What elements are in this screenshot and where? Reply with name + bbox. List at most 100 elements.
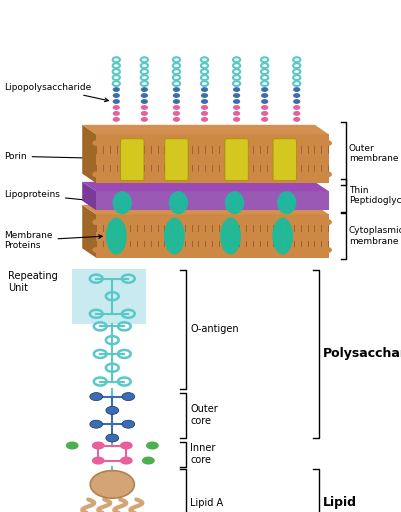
Polygon shape (82, 182, 329, 191)
Circle shape (134, 220, 140, 224)
Circle shape (120, 457, 133, 464)
Circle shape (229, 141, 236, 145)
Circle shape (142, 457, 155, 464)
Circle shape (243, 248, 249, 252)
Circle shape (106, 407, 119, 414)
Circle shape (107, 220, 113, 224)
FancyBboxPatch shape (165, 139, 188, 181)
Circle shape (261, 117, 268, 122)
Ellipse shape (277, 191, 296, 214)
Circle shape (293, 87, 300, 92)
Circle shape (173, 93, 180, 98)
Circle shape (243, 220, 249, 224)
Text: O-antigen: O-antigen (190, 325, 239, 334)
Circle shape (263, 220, 270, 224)
Circle shape (202, 248, 209, 252)
Circle shape (161, 220, 168, 224)
Circle shape (141, 117, 148, 122)
Circle shape (173, 87, 180, 92)
Circle shape (113, 248, 120, 252)
Circle shape (195, 248, 202, 252)
Circle shape (113, 87, 120, 92)
Circle shape (201, 111, 208, 116)
Circle shape (148, 248, 154, 252)
Circle shape (229, 248, 236, 252)
Circle shape (216, 220, 222, 224)
Circle shape (291, 172, 297, 177)
Circle shape (188, 248, 195, 252)
Circle shape (318, 172, 324, 177)
Circle shape (188, 220, 195, 224)
Ellipse shape (106, 218, 127, 254)
Circle shape (236, 141, 243, 145)
Polygon shape (82, 125, 96, 183)
Circle shape (188, 141, 195, 145)
Circle shape (250, 248, 256, 252)
FancyBboxPatch shape (273, 139, 296, 181)
Circle shape (195, 220, 202, 224)
Circle shape (161, 141, 168, 145)
Circle shape (291, 220, 297, 224)
Circle shape (106, 434, 119, 442)
Circle shape (66, 441, 79, 450)
Circle shape (161, 172, 168, 177)
Bar (96, 134, 329, 183)
Circle shape (201, 117, 208, 122)
Circle shape (182, 172, 188, 177)
Ellipse shape (169, 191, 188, 214)
Circle shape (298, 220, 304, 224)
Circle shape (304, 248, 311, 252)
Circle shape (154, 141, 161, 145)
Circle shape (298, 172, 304, 177)
Circle shape (113, 141, 120, 145)
Circle shape (293, 93, 300, 98)
Circle shape (182, 141, 188, 145)
Circle shape (311, 220, 318, 224)
Circle shape (146, 441, 159, 450)
Circle shape (148, 172, 154, 177)
Circle shape (298, 248, 304, 252)
Circle shape (90, 393, 103, 400)
Ellipse shape (113, 191, 132, 214)
Circle shape (293, 117, 300, 122)
Circle shape (261, 111, 268, 116)
Polygon shape (82, 205, 96, 258)
Polygon shape (82, 182, 96, 210)
Circle shape (175, 248, 181, 252)
Circle shape (223, 220, 229, 224)
Circle shape (173, 111, 180, 116)
Text: Repeating
Unit: Repeating Unit (8, 271, 58, 293)
Circle shape (284, 172, 290, 177)
Circle shape (318, 220, 324, 224)
Circle shape (141, 172, 147, 177)
Circle shape (223, 141, 229, 145)
Circle shape (216, 248, 222, 252)
Circle shape (325, 172, 331, 177)
Circle shape (122, 393, 135, 400)
Circle shape (291, 248, 297, 252)
Circle shape (173, 99, 180, 104)
Ellipse shape (220, 218, 241, 254)
Circle shape (93, 172, 99, 177)
Circle shape (257, 220, 263, 224)
Circle shape (223, 172, 229, 177)
Ellipse shape (272, 218, 293, 254)
Circle shape (257, 141, 263, 145)
Circle shape (148, 220, 154, 224)
Circle shape (263, 248, 270, 252)
Circle shape (236, 220, 243, 224)
Circle shape (270, 141, 277, 145)
Polygon shape (82, 205, 329, 215)
Circle shape (127, 141, 134, 145)
Circle shape (284, 248, 290, 252)
Circle shape (233, 105, 240, 110)
Text: Lipopolysaccharide: Lipopolysaccharide (4, 83, 108, 101)
Circle shape (201, 93, 208, 98)
Circle shape (250, 172, 256, 177)
Circle shape (233, 117, 240, 122)
Text: Outer
core: Outer core (190, 404, 218, 426)
Circle shape (107, 141, 113, 145)
Circle shape (304, 172, 311, 177)
Circle shape (120, 248, 127, 252)
Circle shape (236, 248, 243, 252)
